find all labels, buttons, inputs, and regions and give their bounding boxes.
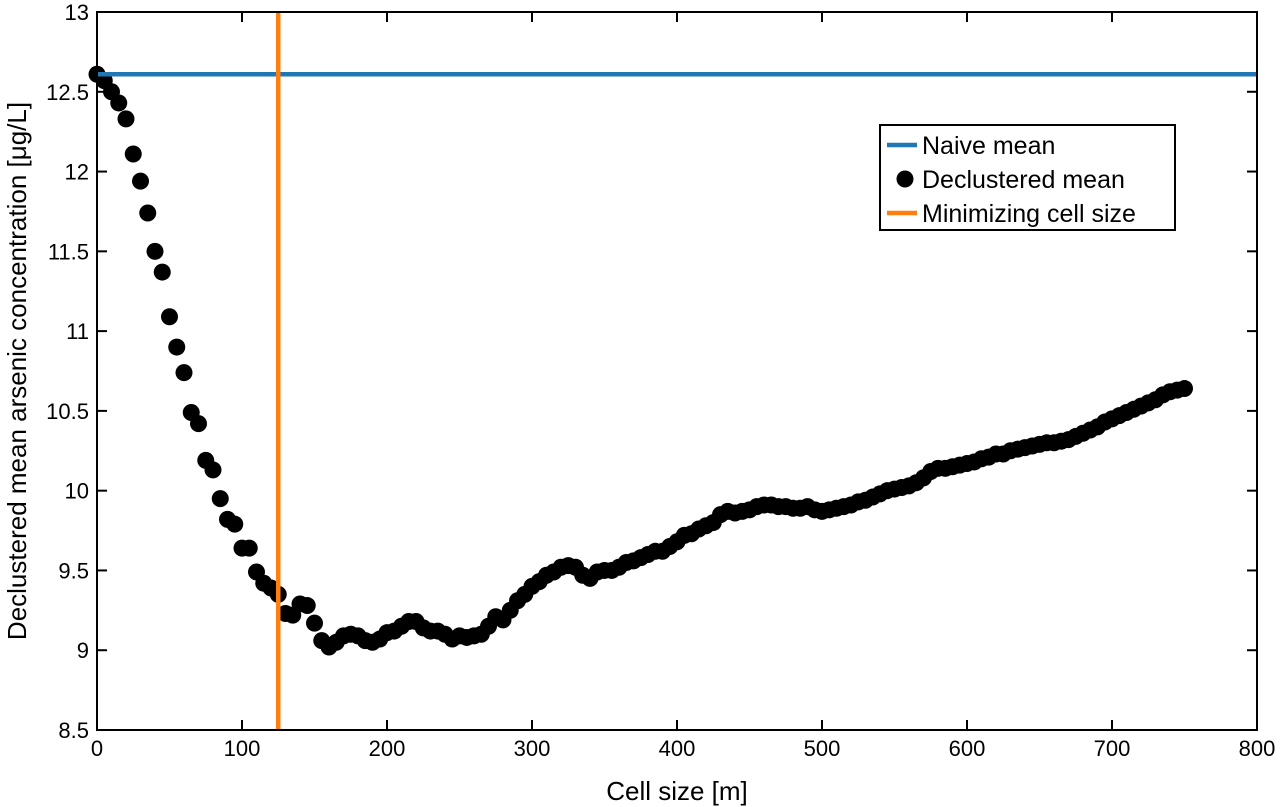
data-point bbox=[124, 145, 142, 163]
legend-declustered-mean-swatch bbox=[896, 170, 914, 188]
data-point bbox=[168, 338, 186, 356]
y-tick-label: 10.5 bbox=[46, 399, 89, 424]
legend: Naive mean Declustered mean Minimizing c… bbox=[879, 124, 1176, 231]
legend-minimizing-cell-size-label: Minimizing cell size bbox=[922, 200, 1136, 228]
data-point bbox=[190, 415, 207, 433]
y-tick-label: 12 bbox=[65, 160, 89, 185]
data-point bbox=[204, 461, 222, 479]
x-tick-label: 500 bbox=[804, 736, 841, 761]
data-point bbox=[161, 308, 178, 326]
data-point bbox=[1176, 380, 1193, 398]
data-point bbox=[175, 364, 193, 382]
legend-declustered-mean-label: Declustered mean bbox=[922, 166, 1125, 194]
data-point bbox=[132, 172, 149, 190]
y-tick-label: 9.5 bbox=[58, 558, 89, 583]
data-point bbox=[139, 204, 157, 222]
data-point bbox=[153, 263, 171, 281]
y-tick-label: 10 bbox=[65, 479, 89, 504]
y-tick-label: 8.5 bbox=[58, 718, 89, 743]
data-point bbox=[146, 242, 164, 260]
x-tick-label: 0 bbox=[91, 736, 103, 761]
x-tick-label: 200 bbox=[369, 736, 406, 761]
declustered-mean-series bbox=[88, 65, 1193, 656]
x-tick-label: 800 bbox=[1239, 736, 1276, 761]
x-tick-label: 300 bbox=[514, 736, 551, 761]
data-point bbox=[117, 110, 135, 128]
x-tick-label: 100 bbox=[224, 736, 261, 761]
data-point bbox=[110, 94, 128, 112]
x-axis-label: Cell size [m] bbox=[606, 776, 748, 806]
x-tick-label: 600 bbox=[949, 736, 986, 761]
y-axis-label: Declustered mean arsenic concentration [… bbox=[2, 102, 32, 640]
legend-naive-mean-label: Naive mean bbox=[922, 132, 1055, 160]
axis-ticks: 0 100 200 300 400 500 600 700 800 8.5 9 9.5 10 10.5 11… bbox=[46, 0, 1275, 761]
y-tick-label: 13 bbox=[65, 0, 89, 25]
data-point bbox=[226, 515, 244, 533]
data-point bbox=[211, 490, 229, 508]
y-tick-label: 11 bbox=[66, 319, 89, 344]
x-tick-label: 700 bbox=[1094, 736, 1131, 761]
y-tick-label: 9 bbox=[77, 638, 89, 663]
x-tick-label: 400 bbox=[659, 736, 696, 761]
data-point bbox=[298, 597, 316, 615]
y-tick-label: 12.5 bbox=[46, 80, 89, 105]
plot-frame bbox=[96, 11, 1258, 731]
data-point bbox=[306, 614, 323, 632]
legend-box bbox=[879, 124, 1176, 231]
y-tick-label: 11.5 bbox=[48, 239, 89, 264]
data-point bbox=[240, 539, 258, 557]
